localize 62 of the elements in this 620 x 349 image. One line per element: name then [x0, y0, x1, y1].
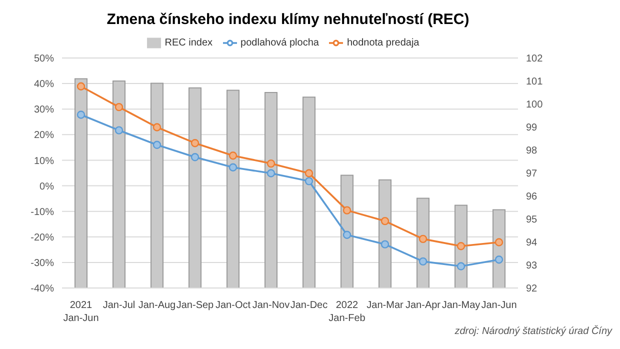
point — [380, 240, 390, 248]
point — [418, 257, 428, 266]
y2-tick-label: 102 — [526, 54, 544, 65]
y-tick-label: -30% — [30, 258, 54, 269]
x-tick-label: Jan-Jul — [102, 300, 136, 311]
y2-tick-label: 94 — [526, 238, 538, 249]
x-tick-label: Jan-Mar — [366, 300, 404, 311]
point — [456, 262, 466, 270]
point — [494, 256, 504, 264]
point — [304, 169, 314, 178]
point — [228, 152, 238, 160]
y2-tick-label: 98 — [526, 146, 538, 157]
x-tick-label: Jan-Aug — [138, 300, 176, 311]
point — [76, 110, 86, 119]
y-tick-label: 10% — [34, 156, 54, 167]
point — [342, 206, 352, 214]
point — [190, 139, 200, 148]
x-tick-label: Jan-May — [442, 300, 480, 311]
point — [114, 102, 124, 112]
y-tick-label: 20% — [34, 130, 54, 142]
x-tick-label: Jan-Apr — [405, 300, 442, 311]
text: zdroj: Národný štatistický úrad Číny — [454, 326, 612, 337]
point — [114, 126, 124, 134]
y2-tick-label: 97 — [526, 168, 538, 180]
legend-label: REC index — [164, 38, 213, 49]
point — [76, 82, 86, 90]
point — [228, 163, 238, 172]
y-tick-label: -10% — [30, 206, 54, 218]
x-tick-label: 2022 Jan-Feb — [328, 300, 366, 324]
y-tick-label: 0% — [40, 181, 54, 192]
y2-tick-label: 93 — [526, 260, 538, 272]
y-tick-label: -20% — [30, 232, 54, 244]
y-tick-label: 40% — [34, 79, 54, 90]
x-tick-label: Jan-Dec — [290, 300, 328, 311]
legend-label: hodnota predaja — [346, 38, 420, 49]
point — [266, 169, 276, 178]
y2-tick-label: 92 — [526, 284, 538, 295]
point — [342, 230, 352, 239]
point — [418, 234, 428, 244]
point — [152, 140, 162, 149]
point — [494, 238, 504, 246]
x-tick-label: Jan-Jun — [481, 300, 517, 311]
y-tick-label: -40% — [30, 284, 54, 295]
x-tick-label: Jan-Nov — [252, 300, 290, 311]
chart-title: Zmena čínskeho indexu klímy nehnuteľností (REC) — [106, 10, 470, 30]
point — [456, 242, 466, 250]
x-tick-label: Jan-Oct — [215, 300, 251, 311]
y-tick-label: 30% — [34, 104, 54, 116]
y2-tick-label: 96 — [526, 192, 538, 203]
x-tick-label: 2021 Jan-Jun — [63, 300, 99, 324]
point — [304, 177, 314, 186]
y-tick-label: 50% — [34, 54, 54, 65]
point — [266, 159, 276, 168]
y2-tick-label: 100 — [526, 100, 544, 111]
legend-label: podlahová plocha — [240, 38, 319, 49]
point — [152, 123, 162, 132]
x-tick-label: Jan-Sep — [176, 300, 214, 311]
y2-tick-label: 99 — [526, 122, 538, 134]
point — [190, 153, 200, 162]
point — [380, 216, 390, 226]
y2-tick-label: 101 — [526, 76, 544, 88]
y2-tick-label: 95 — [526, 214, 538, 226]
